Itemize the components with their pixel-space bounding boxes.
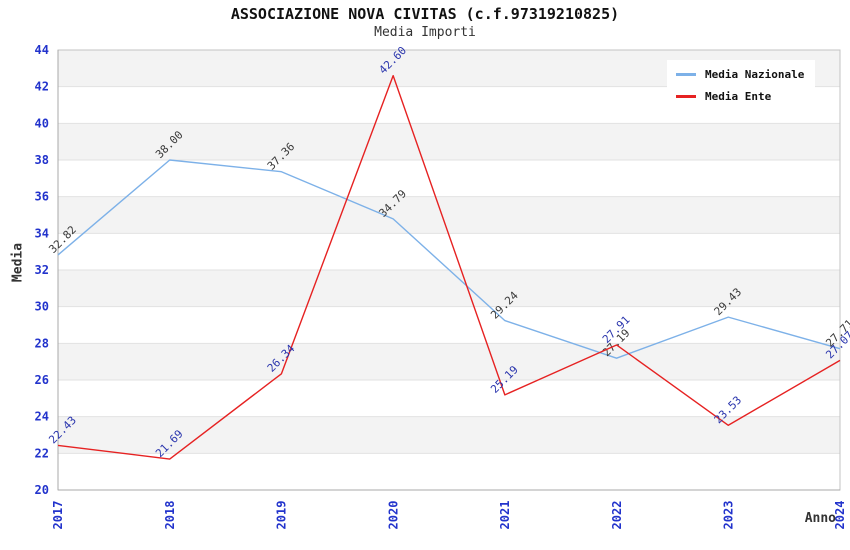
svg-text:2020: 2020: [386, 501, 400, 530]
svg-text:2021: 2021: [498, 501, 512, 530]
svg-text:22: 22: [35, 446, 49, 460]
svg-text:34: 34: [35, 226, 49, 240]
legend-item-media-nazionale: Media Nazionale: [676, 68, 804, 81]
legend: Media Nazionale Media Ente: [667, 60, 816, 111]
svg-text:40: 40: [35, 116, 49, 130]
svg-text:20: 20: [35, 483, 49, 497]
svg-text:2018: 2018: [163, 501, 177, 530]
svg-text:26: 26: [35, 373, 49, 387]
legend-label: Media Nazionale: [705, 68, 805, 81]
svg-text:28: 28: [35, 336, 49, 350]
svg-text:2023: 2023: [721, 501, 735, 530]
svg-text:36: 36: [35, 190, 49, 204]
svg-text:30: 30: [35, 300, 49, 314]
svg-text:24: 24: [35, 410, 49, 424]
svg-text:32: 32: [35, 263, 49, 277]
svg-text:2024: 2024: [833, 501, 847, 530]
svg-text:2017: 2017: [51, 501, 65, 530]
x-axis-title: Anno: [804, 511, 836, 526]
media-nazionale-line-swatch: [676, 73, 696, 76]
legend-item-media-ente: Media Ente: [676, 90, 804, 103]
media-ente-line-swatch: [676, 95, 696, 98]
chart-title: ASSOCIAZIONE NOVA CIVITAS (c.f.973192108…: [230, 5, 620, 23]
svg-text:2019: 2019: [275, 501, 289, 530]
legend-label: Media Ente: [705, 90, 772, 103]
svg-text:44: 44: [35, 43, 49, 57]
svg-text:2022: 2022: [610, 501, 624, 530]
svg-text:38: 38: [35, 153, 49, 167]
chart-subtitle: Media Importi: [374, 25, 476, 40]
svg-text:42: 42: [35, 80, 49, 94]
